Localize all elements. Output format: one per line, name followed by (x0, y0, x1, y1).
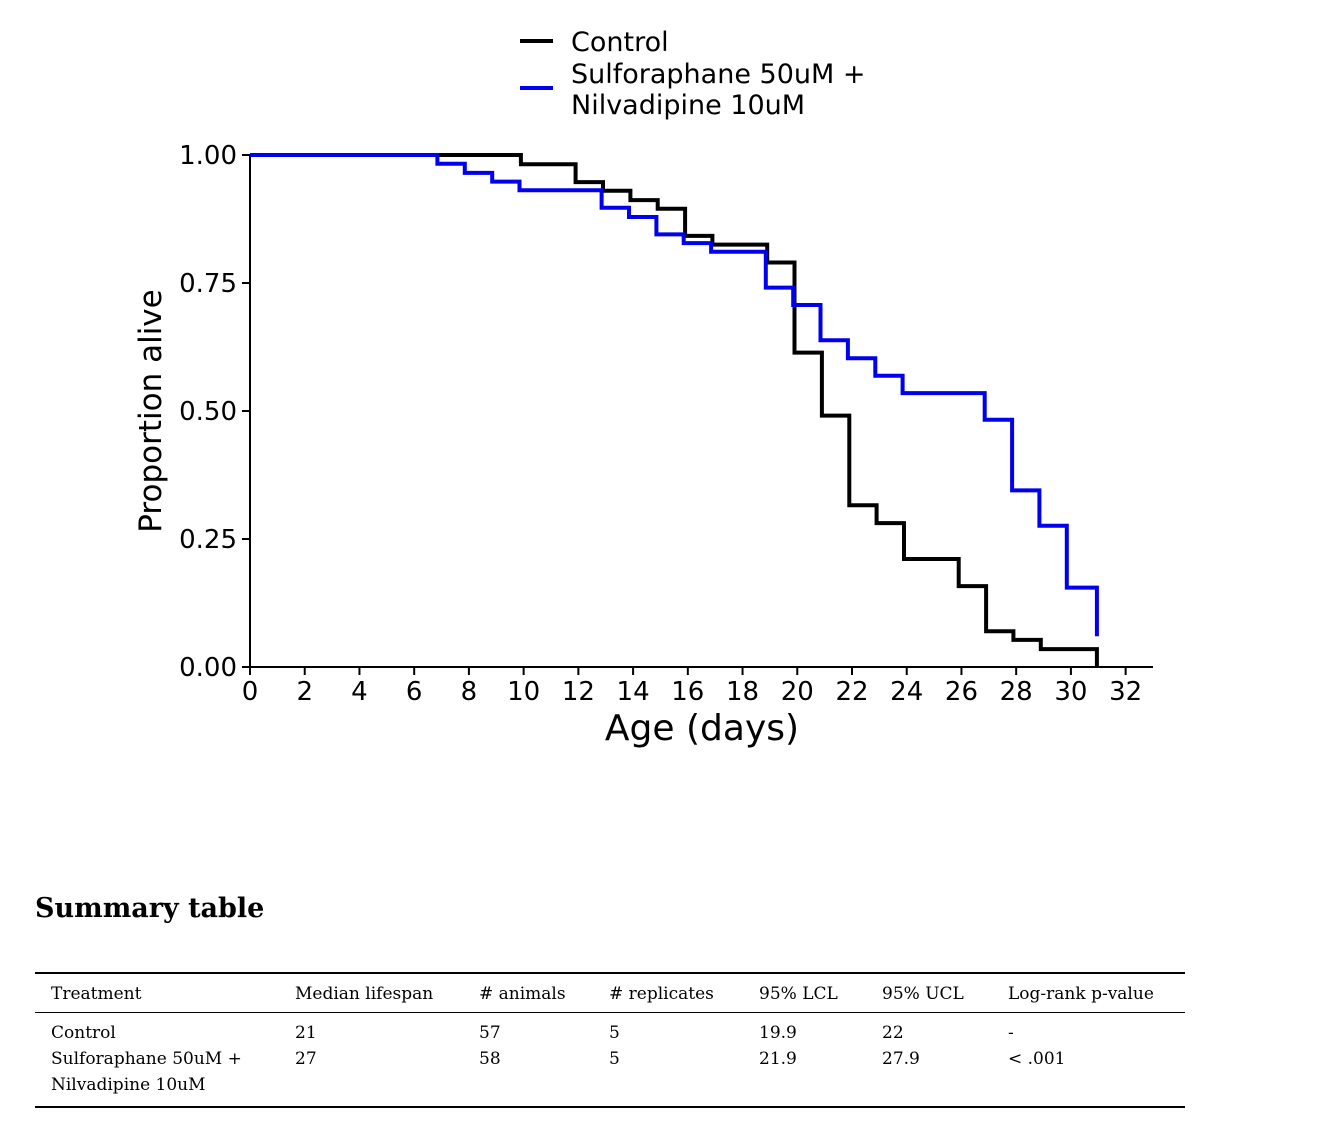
summary-title: Summary table (35, 893, 265, 924)
cell-ucl: 27.9 (882, 1049, 920, 1069)
y-tick-label: 0.25 (179, 525, 237, 555)
header-animals: # animals (479, 984, 566, 1004)
cell-median: 27 (295, 1049, 317, 1069)
header-ucl: 95% UCL (882, 984, 964, 1004)
cell-animals: 58 (479, 1049, 501, 1069)
series-line-treatment (250, 153, 1099, 637)
cell-replicates: 5 (609, 1023, 620, 1043)
cell-treatment: Sulforaphane 50uM + Nilvadipine 10uM (51, 1049, 242, 1095)
cell-treatment: Control (51, 1023, 116, 1043)
y-axis-label: Proportion alive (133, 289, 169, 532)
x-tick-label: 18 (726, 677, 759, 707)
x-tick-label: 12 (562, 677, 595, 707)
cell-lcl: 21.9 (759, 1049, 797, 1069)
x-tick-label: 30 (1054, 677, 1087, 707)
x-tick-label: 16 (671, 677, 704, 707)
x-tick-label: 2 (296, 677, 313, 707)
summary-table: Treatment Median lifespan # animals # re… (35, 972, 1185, 1108)
chart-axes: 0 2 4 6 8 10 12 14 16 18 20 22 24 26 28 30 320.000.250.5… (179, 141, 1153, 707)
x-tick-label: 20 (781, 677, 814, 707)
x-tick-label: 28 (1000, 677, 1033, 707)
y-tick-label: 1.00 (179, 141, 237, 171)
cell-lcl: 19.9 (759, 1023, 797, 1043)
x-tick-label: 8 (461, 677, 478, 707)
chart-legend: Control Sulforaphane 50uM + Nilvadipine … (520, 27, 874, 121)
x-tick-label: 24 (890, 677, 923, 707)
x-tick-label: 0 (242, 677, 259, 707)
cell-replicates: 5 (609, 1049, 620, 1069)
x-tick-label: 4 (351, 677, 368, 707)
header-replicates: # replicates (609, 984, 714, 1004)
legend-label-treatment: Sulforaphane 50uM + Nilvadipine 10uM (571, 59, 874, 121)
x-tick-label: 22 (835, 677, 868, 707)
cell-pvalue: - (1008, 1023, 1014, 1043)
cell-pvalue: < .001 (1008, 1049, 1066, 1069)
x-tick-label: 6 (406, 677, 423, 707)
table-row: Sulforaphane 50uM + Nilvadipine 10uM 27 5… (35, 1046, 1185, 1107)
x-tick-label: 10 (507, 677, 540, 707)
header-treatment: Treatment (51, 984, 142, 1004)
x-tick-label: 14 (617, 677, 650, 707)
table-row: Control 21 57 5 19.9 22 - (35, 1013, 1185, 1047)
header-median-lifespan: Median lifespan (295, 984, 434, 1004)
x-tick-label: 26 (945, 677, 978, 707)
header-pvalue: Log-rank p-value (1008, 984, 1154, 1004)
chart-series (250, 153, 1099, 667)
cell-animals: 57 (479, 1023, 501, 1043)
cell-median: 21 (295, 1023, 317, 1043)
x-axis-label: Age (days) (605, 708, 799, 749)
cell-ucl: 22 (882, 1023, 904, 1043)
survival-chart: Control Sulforaphane 50uM + Nilvadipine … (133, 27, 1153, 749)
summary-header-row: Treatment Median lifespan # animals # re… (35, 973, 1185, 1013)
y-tick-label: 0.50 (179, 397, 237, 427)
x-tick-label: 32 (1109, 677, 1142, 707)
legend-label-control: Control (571, 27, 669, 58)
y-tick-label: 0.75 (179, 269, 237, 299)
series-line-control (250, 153, 1099, 667)
y-tick-label: 0.00 (179, 653, 237, 683)
header-lcl: 95% LCL (759, 984, 838, 1004)
